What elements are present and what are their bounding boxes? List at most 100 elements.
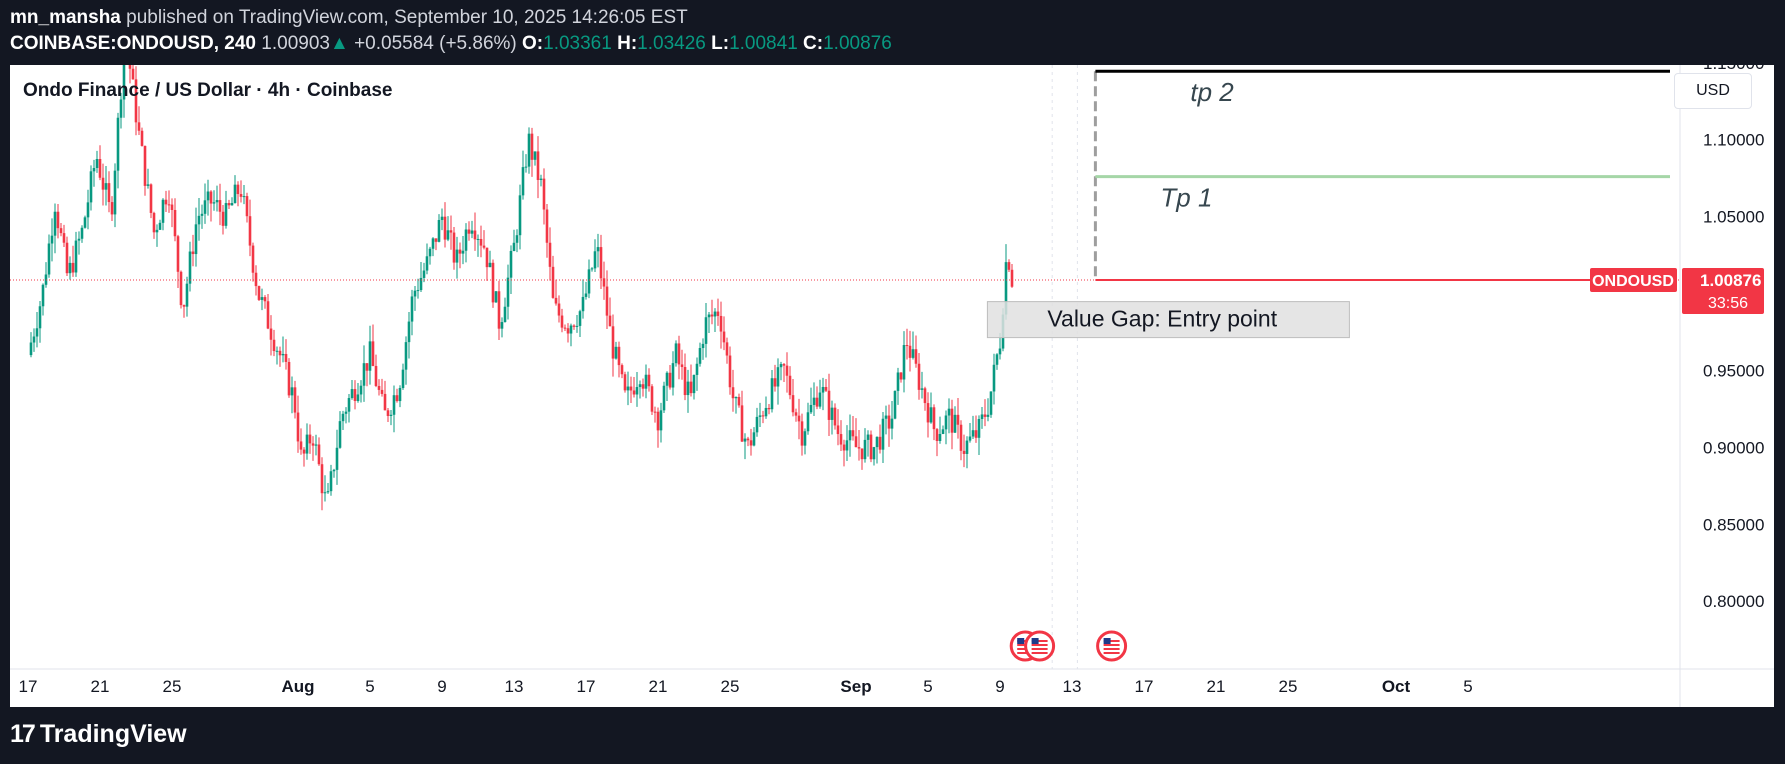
currency-button[interactable]: USD: [1674, 73, 1752, 109]
candle-up: [998, 348, 1002, 355]
candle-up: [53, 211, 57, 236]
candle-down: [887, 415, 891, 429]
candle-down: [137, 122, 141, 131]
candle-down: [311, 443, 315, 446]
candle-up: [203, 200, 207, 214]
candle-up: [875, 436, 879, 448]
y-tick-label: 0.80000: [1703, 592, 1764, 611]
candle-up: [881, 418, 885, 450]
candle-up: [1004, 262, 1008, 315]
tradingview-footer[interactable]: 17 TradingView: [10, 720, 187, 749]
price-chart[interactable]: 1.150001.100001.050001.000000.950000.900…: [10, 65, 1774, 707]
price-tag-label: 1.00876: [1700, 271, 1761, 290]
candle-up: [803, 431, 807, 446]
candle-down: [134, 79, 138, 123]
candle-down: [815, 397, 819, 407]
x-tick-label: Sep: [840, 677, 871, 696]
candle-up: [581, 296, 585, 312]
candle-up: [701, 343, 705, 349]
candle-down: [647, 374, 651, 387]
candle-down: [485, 247, 489, 268]
candle-down: [620, 365, 624, 375]
author-name[interactable]: mn_mansha: [10, 7, 121, 28]
candle-down: [449, 230, 453, 233]
chart-panel[interactable]: 1.150001.100001.050001.000000.950000.900…: [10, 65, 1774, 707]
candle-up: [995, 354, 999, 365]
candle-up: [89, 171, 93, 203]
candle-up: [674, 343, 678, 364]
us-flag-stripe: [1103, 652, 1120, 654]
candle-down: [869, 434, 873, 460]
us-flag-icon: [1024, 630, 1056, 662]
candle-up: [971, 430, 975, 437]
candle-up: [845, 440, 849, 451]
candle-up: [902, 345, 906, 380]
candle-down: [611, 326, 615, 359]
candle-down: [773, 378, 777, 387]
candle-up: [986, 414, 990, 417]
x-tick-label: 25: [721, 677, 740, 696]
countdown-label: 33:56: [1708, 295, 1748, 312]
candle-down: [683, 367, 687, 396]
candle-up: [455, 249, 459, 263]
candle-down: [932, 407, 936, 430]
candle-down: [617, 346, 621, 366]
us-flag-stripe: [1031, 652, 1048, 654]
us-flag-stripe: [1103, 648, 1120, 650]
candle-up: [812, 397, 816, 405]
candle-down: [170, 204, 174, 211]
candle-down: [605, 286, 609, 316]
candle-up: [830, 407, 834, 420]
candle-down: [317, 444, 321, 465]
candle-up: [596, 247, 600, 252]
candle-up: [224, 203, 228, 226]
candle-up: [965, 440, 969, 454]
candle-down: [557, 303, 561, 316]
candle-down: [254, 272, 258, 287]
candle-down: [386, 410, 390, 416]
x-tick-label: 5: [923, 677, 932, 696]
candle-down: [836, 425, 840, 435]
candle-down: [479, 238, 483, 246]
candle-down: [905, 345, 909, 347]
candle-down: [278, 350, 282, 356]
candle-up: [437, 220, 441, 242]
candle-up: [584, 293, 588, 297]
tradingview-logo-icon: 17: [10, 720, 36, 748]
candle-up: [404, 342, 408, 370]
candle-down: [725, 342, 729, 356]
candle-down: [176, 236, 180, 272]
candle-down: [749, 440, 753, 446]
symbol-name: COINBASE:ONDOUSD, 240: [10, 33, 256, 54]
candle-down: [380, 389, 384, 394]
y-tick-label: 1.05000: [1703, 208, 1764, 227]
candle-down: [983, 414, 987, 417]
candle-up: [281, 353, 285, 356]
x-tick-label: Oct: [1382, 677, 1411, 696]
candle-up: [47, 243, 51, 275]
candle-down: [608, 315, 612, 327]
candle-up: [494, 291, 498, 303]
candle-up: [407, 321, 411, 343]
candle-down: [179, 271, 183, 306]
candle-down: [71, 262, 75, 273]
candle-up: [29, 342, 33, 356]
candle-up: [515, 235, 519, 243]
candle-up: [242, 196, 246, 198]
candle-down: [530, 133, 534, 160]
candle-down: [245, 196, 249, 217]
candle-down: [266, 301, 270, 329]
candle-up: [980, 414, 984, 419]
candle-up: [41, 284, 45, 307]
x-tick-label: 21: [91, 677, 110, 696]
candle-up: [359, 385, 363, 395]
candle-down: [572, 325, 576, 327]
candle-down: [680, 364, 684, 368]
publish-line: mn_mansha published on TradingView.com, …: [10, 7, 688, 29]
y-tick-label: 1.10000: [1703, 131, 1764, 150]
candle-down: [782, 364, 786, 366]
candle-up: [698, 348, 702, 364]
candle-down: [908, 345, 912, 358]
tradingview-brand: TradingView: [39, 720, 187, 748]
candle-down: [632, 390, 636, 395]
